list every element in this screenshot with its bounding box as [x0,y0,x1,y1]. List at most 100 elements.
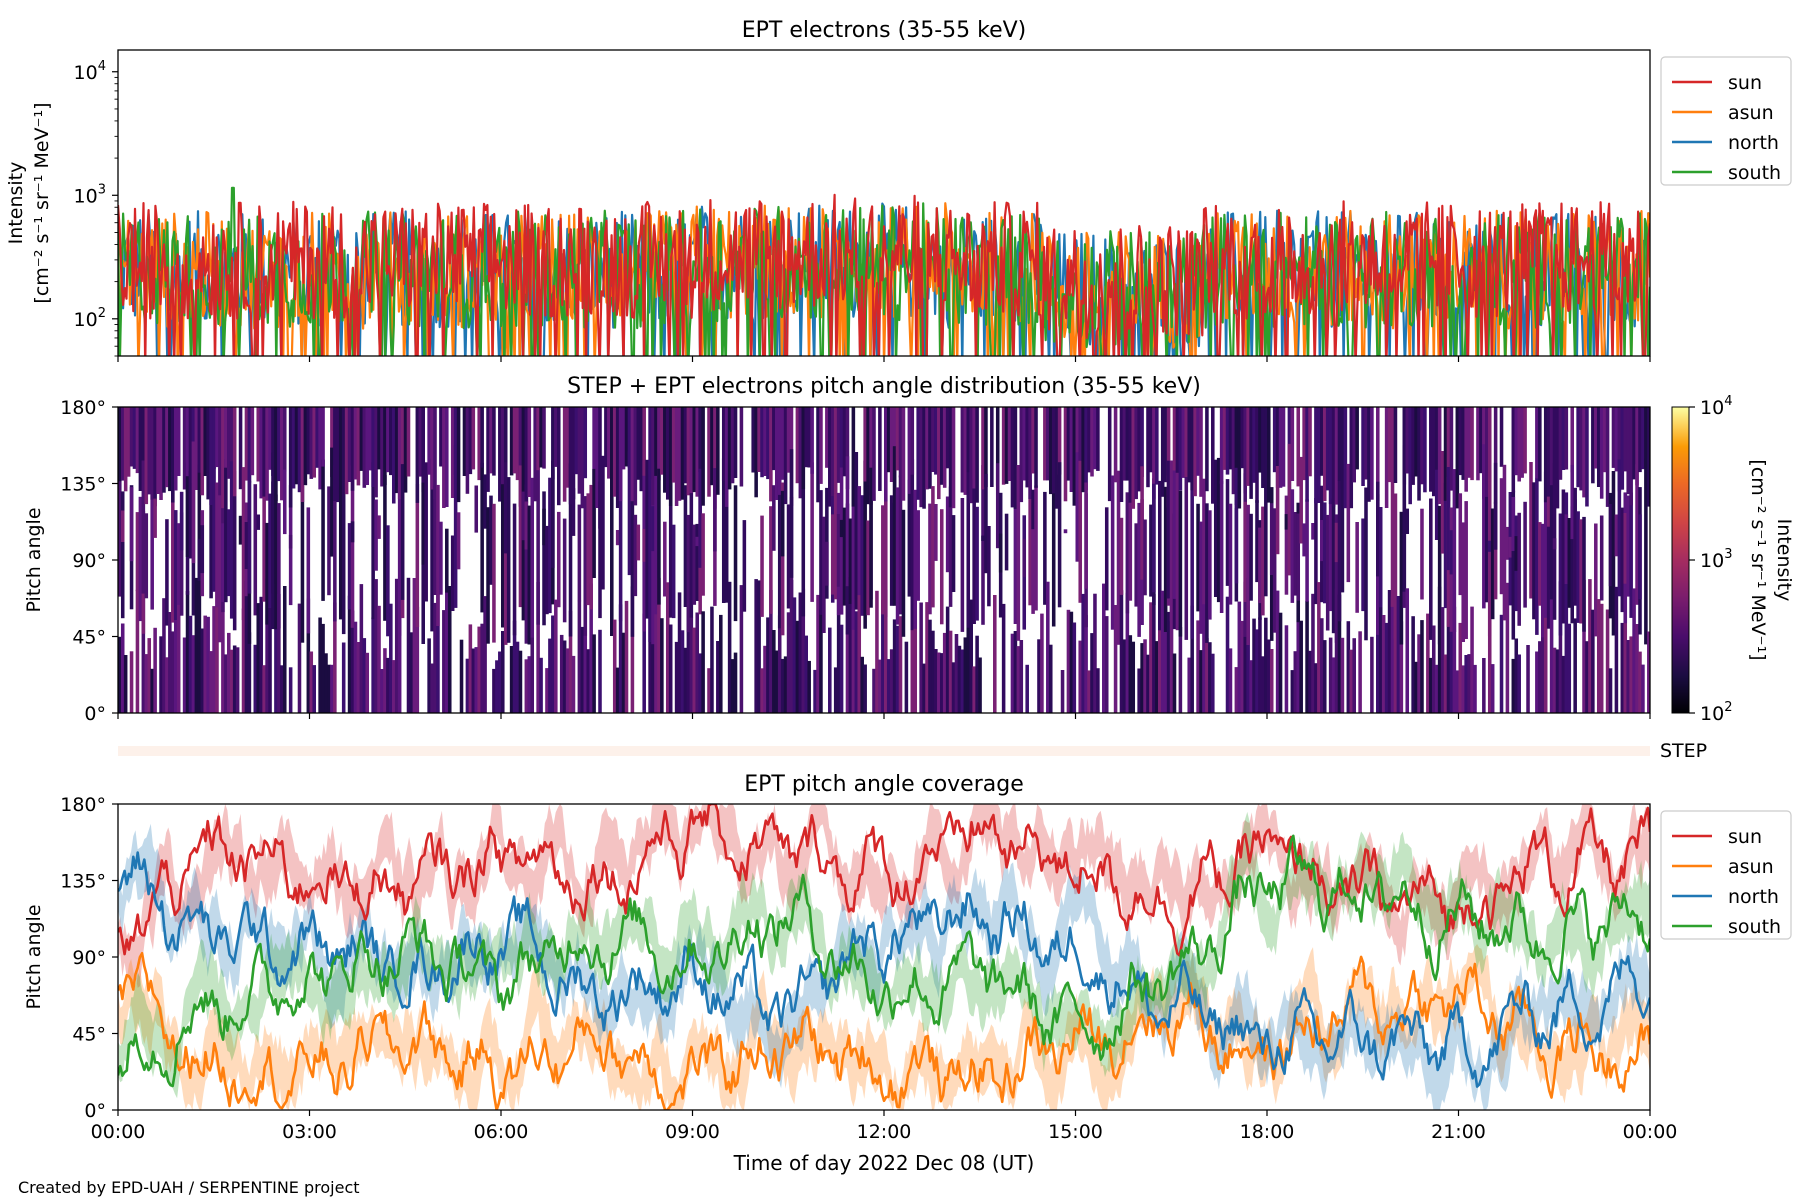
pad-cell [739,407,744,487]
pad-cell [1087,670,1091,713]
pad-cell [942,632,947,713]
pad-cell [1119,590,1124,713]
legend-label-south: south [1728,162,1781,184]
pad-cell [972,407,976,489]
pad-cell [813,669,817,713]
pad-cell [1322,407,1327,502]
pad-cell [1420,620,1424,713]
pad-cell [783,407,788,505]
pad-cell [571,655,576,713]
intensity-ylabel-line2: [cm⁻² s⁻¹ sr⁻¹ MeV⁻¹] [31,102,53,303]
pad-cell [1107,407,1112,502]
pad-cell [574,407,579,475]
pad-cell [948,407,953,508]
pad-cell [568,463,573,637]
pad-cell [282,586,287,713]
pad-cell [763,645,767,713]
pad-cell [621,632,626,713]
pad-cell [683,485,688,607]
pad-cell [1093,593,1097,713]
pad-x-ticks [117,713,1651,719]
pad-cell [1617,459,1622,597]
pad-cell [618,604,623,713]
pad-cell [165,519,169,626]
pad-cell [453,445,458,608]
pad-cell [1476,407,1480,481]
pad-cell [848,577,853,713]
pad-cell [235,647,240,713]
pad-cell [1196,620,1200,713]
pad-cell [1034,485,1038,611]
pad-cell [1072,407,1077,506]
pad-cell [403,407,408,493]
pad-cell [221,407,225,509]
pad-cell [521,491,526,541]
pad-cell [680,630,685,713]
pad-cell [807,660,811,713]
pad-cell [860,656,864,713]
pad-cell [1019,407,1024,503]
coverage-band-north [118,823,1650,1110]
pad-cell [1376,585,1380,713]
pad-cell [459,639,464,713]
pad-cell [1022,538,1027,577]
pad-cell [1446,467,1451,571]
pad-cell [1390,596,1395,713]
pad-cell [733,652,738,713]
pad-cell [633,514,638,597]
pad-cell [268,606,272,713]
y-tick-label: 90° [72,550,106,572]
pad-cell [757,580,761,713]
pad-cell [274,584,278,713]
pad-cell [1190,463,1194,639]
pad-cell [173,407,178,491]
pad-cell [1576,511,1580,623]
pad-cell [338,487,343,620]
pad-cell [250,407,255,476]
pad-cell [701,611,705,713]
pad-cell [1611,407,1616,468]
pad-cell [863,460,867,629]
pad-cell [993,595,997,713]
pad-cell [333,602,337,713]
pad-cell [842,407,847,477]
pad-cell [1199,521,1203,634]
pad-cell [501,461,505,628]
pad-cell [657,407,661,481]
pad-cell [1629,492,1633,618]
pad-cell [863,664,867,713]
pad-cell [801,467,806,617]
x-tick-label: 21:00 [1431,1121,1486,1143]
pad-cell [642,528,646,562]
pad-cell [229,407,234,502]
pad-cell [350,610,355,713]
pad-cell [409,632,414,713]
pad-cell [686,514,691,633]
pad-cell [1261,407,1265,488]
pad-cell [542,491,546,626]
pad-cell [1337,594,1342,713]
x-tick-label: 03:00 [282,1121,337,1143]
pad-cell [592,634,596,713]
pad-cell [1222,407,1227,470]
pad-cell [118,478,122,597]
pad-cell [176,523,181,605]
pad-cell [928,619,932,713]
pad-cell [727,581,732,713]
pad-cell [1552,538,1557,550]
colorbar-tick-label: 104 [1700,394,1732,419]
pad-cell [356,642,361,713]
pad-cell [188,615,193,713]
y-tick-label: 102 [74,306,106,331]
pad-cell [792,597,797,713]
pad-cell [312,407,316,478]
pad-cell [892,446,897,606]
pad-cell [766,407,770,480]
pad-cell [1293,651,1298,713]
pad-cell [203,615,207,713]
pad-cell [1249,407,1253,499]
coverage-legend: sun asun north south [1660,810,1792,940]
pad-cell [391,407,396,504]
pad-cell [701,513,705,596]
pad-cell [315,407,319,468]
